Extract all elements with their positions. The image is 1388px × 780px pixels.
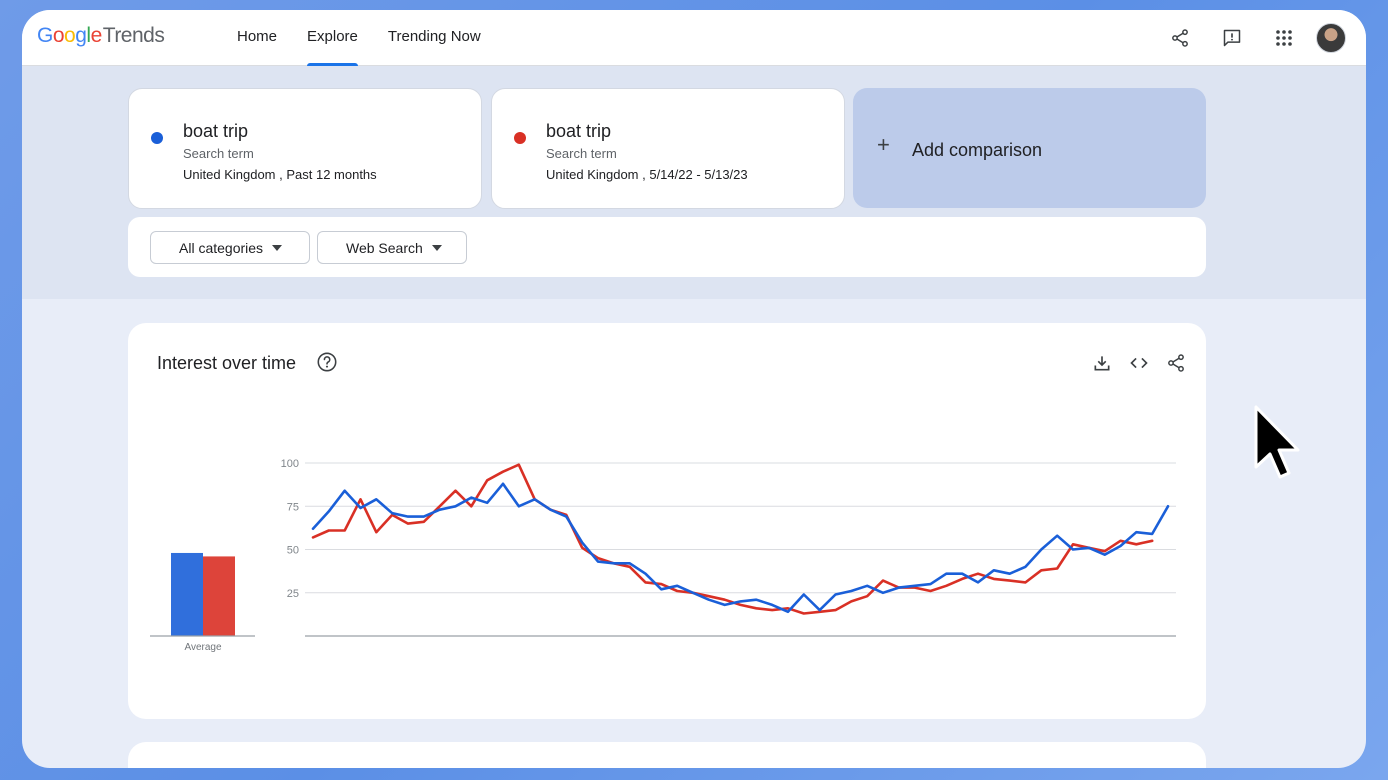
term-card-2[interactable]: boat trip Search term United Kingdom , 5… <box>491 88 845 209</box>
caret-down-icon <box>272 244 283 251</box>
average-label: Average <box>184 642 222 653</box>
caret-down-icon <box>431 244 442 251</box>
average-bar-2 <box>203 556 235 636</box>
average-bar-1 <box>171 552 203 636</box>
nav-trending-now[interactable]: Trending Now <box>387 28 481 45</box>
filter-bar: All categories Web Search <box>128 217 1206 277</box>
category-value: All categories <box>179 239 264 256</box>
next-section-card <box>128 742 1206 768</box>
apps-grid-icon[interactable] <box>1266 20 1302 56</box>
nav-home[interactable]: Home <box>237 28 278 45</box>
download-icon[interactable] <box>1090 351 1114 375</box>
logo-letter: e <box>90 24 103 47</box>
embed-code-icon[interactable] <box>1127 351 1151 375</box>
avatar[interactable] <box>1316 23 1346 53</box>
logo-letter: l <box>86 24 91 47</box>
chart-actions <box>1077 351 1188 375</box>
term-color-dot <box>151 132 163 144</box>
category-dropdown[interactable]: All categories <box>150 231 310 264</box>
share-icon[interactable] <box>1164 351 1188 375</box>
chart-title: Interest over time <box>157 353 297 373</box>
term-scope: United Kingdom , Past 12 months <box>183 167 377 182</box>
mouse-cursor-icon <box>1254 405 1300 479</box>
term-type: Search term <box>183 146 254 161</box>
y-tick-label: 25 <box>287 588 299 600</box>
term-name: boat trip <box>546 121 612 141</box>
logo-letter: o <box>64 24 76 47</box>
google-trends-logo[interactable]: GoogleTrends <box>37 24 165 48</box>
header-actions <box>1146 20 1346 56</box>
term-card-1[interactable]: boat trip Search term United Kingdom , P… <box>128 88 482 209</box>
term-scope: United Kingdom , 5/14/22 - 5/13/23 <box>546 167 748 182</box>
term-name: boat trip <box>183 121 249 141</box>
top-app-bar: GoogleTrends Home Explore Trending Now <box>22 10 1366 66</box>
search-type-value: Web Search <box>346 239 423 256</box>
feedback-icon[interactable] <box>1214 20 1250 56</box>
logo-letter: g <box>75 24 87 47</box>
term-type: Search term <box>546 146 617 161</box>
series-line-2 <box>311 463 1154 615</box>
add-comparison-label: Add comparison <box>912 140 1043 160</box>
browser-window: GoogleTrends Home Explore Trending Now b… <box>22 10 1366 768</box>
interest-over-time-card: Interest over time 25 50 75 100 Average <box>128 323 1206 719</box>
logo-trends-word: Trends <box>102 24 165 47</box>
plus-icon: + <box>877 132 890 157</box>
interest-chart[interactable]: 25 50 75 100 Average <box>128 323 1206 719</box>
series-line-1 <box>311 482 1170 614</box>
comparison-area: boat trip Search term United Kingdom , P… <box>22 66 1366 299</box>
help-icon[interactable] <box>316 351 338 373</box>
main-nav: Home Explore Trending Now <box>222 10 496 66</box>
nav-explore[interactable]: Explore <box>292 10 373 66</box>
share-icon[interactable] <box>1162 20 1198 56</box>
logo-letter: G <box>37 24 53 47</box>
y-tick-label: 100 <box>281 458 299 470</box>
add-comparison-button[interactable]: + Add comparison <box>853 88 1206 208</box>
term-color-dot <box>514 132 526 144</box>
logo-letter: o <box>52 24 65 47</box>
y-tick-label: 50 <box>287 545 299 557</box>
y-tick-label: 75 <box>287 501 299 513</box>
search-type-dropdown[interactable]: Web Search <box>317 231 467 264</box>
